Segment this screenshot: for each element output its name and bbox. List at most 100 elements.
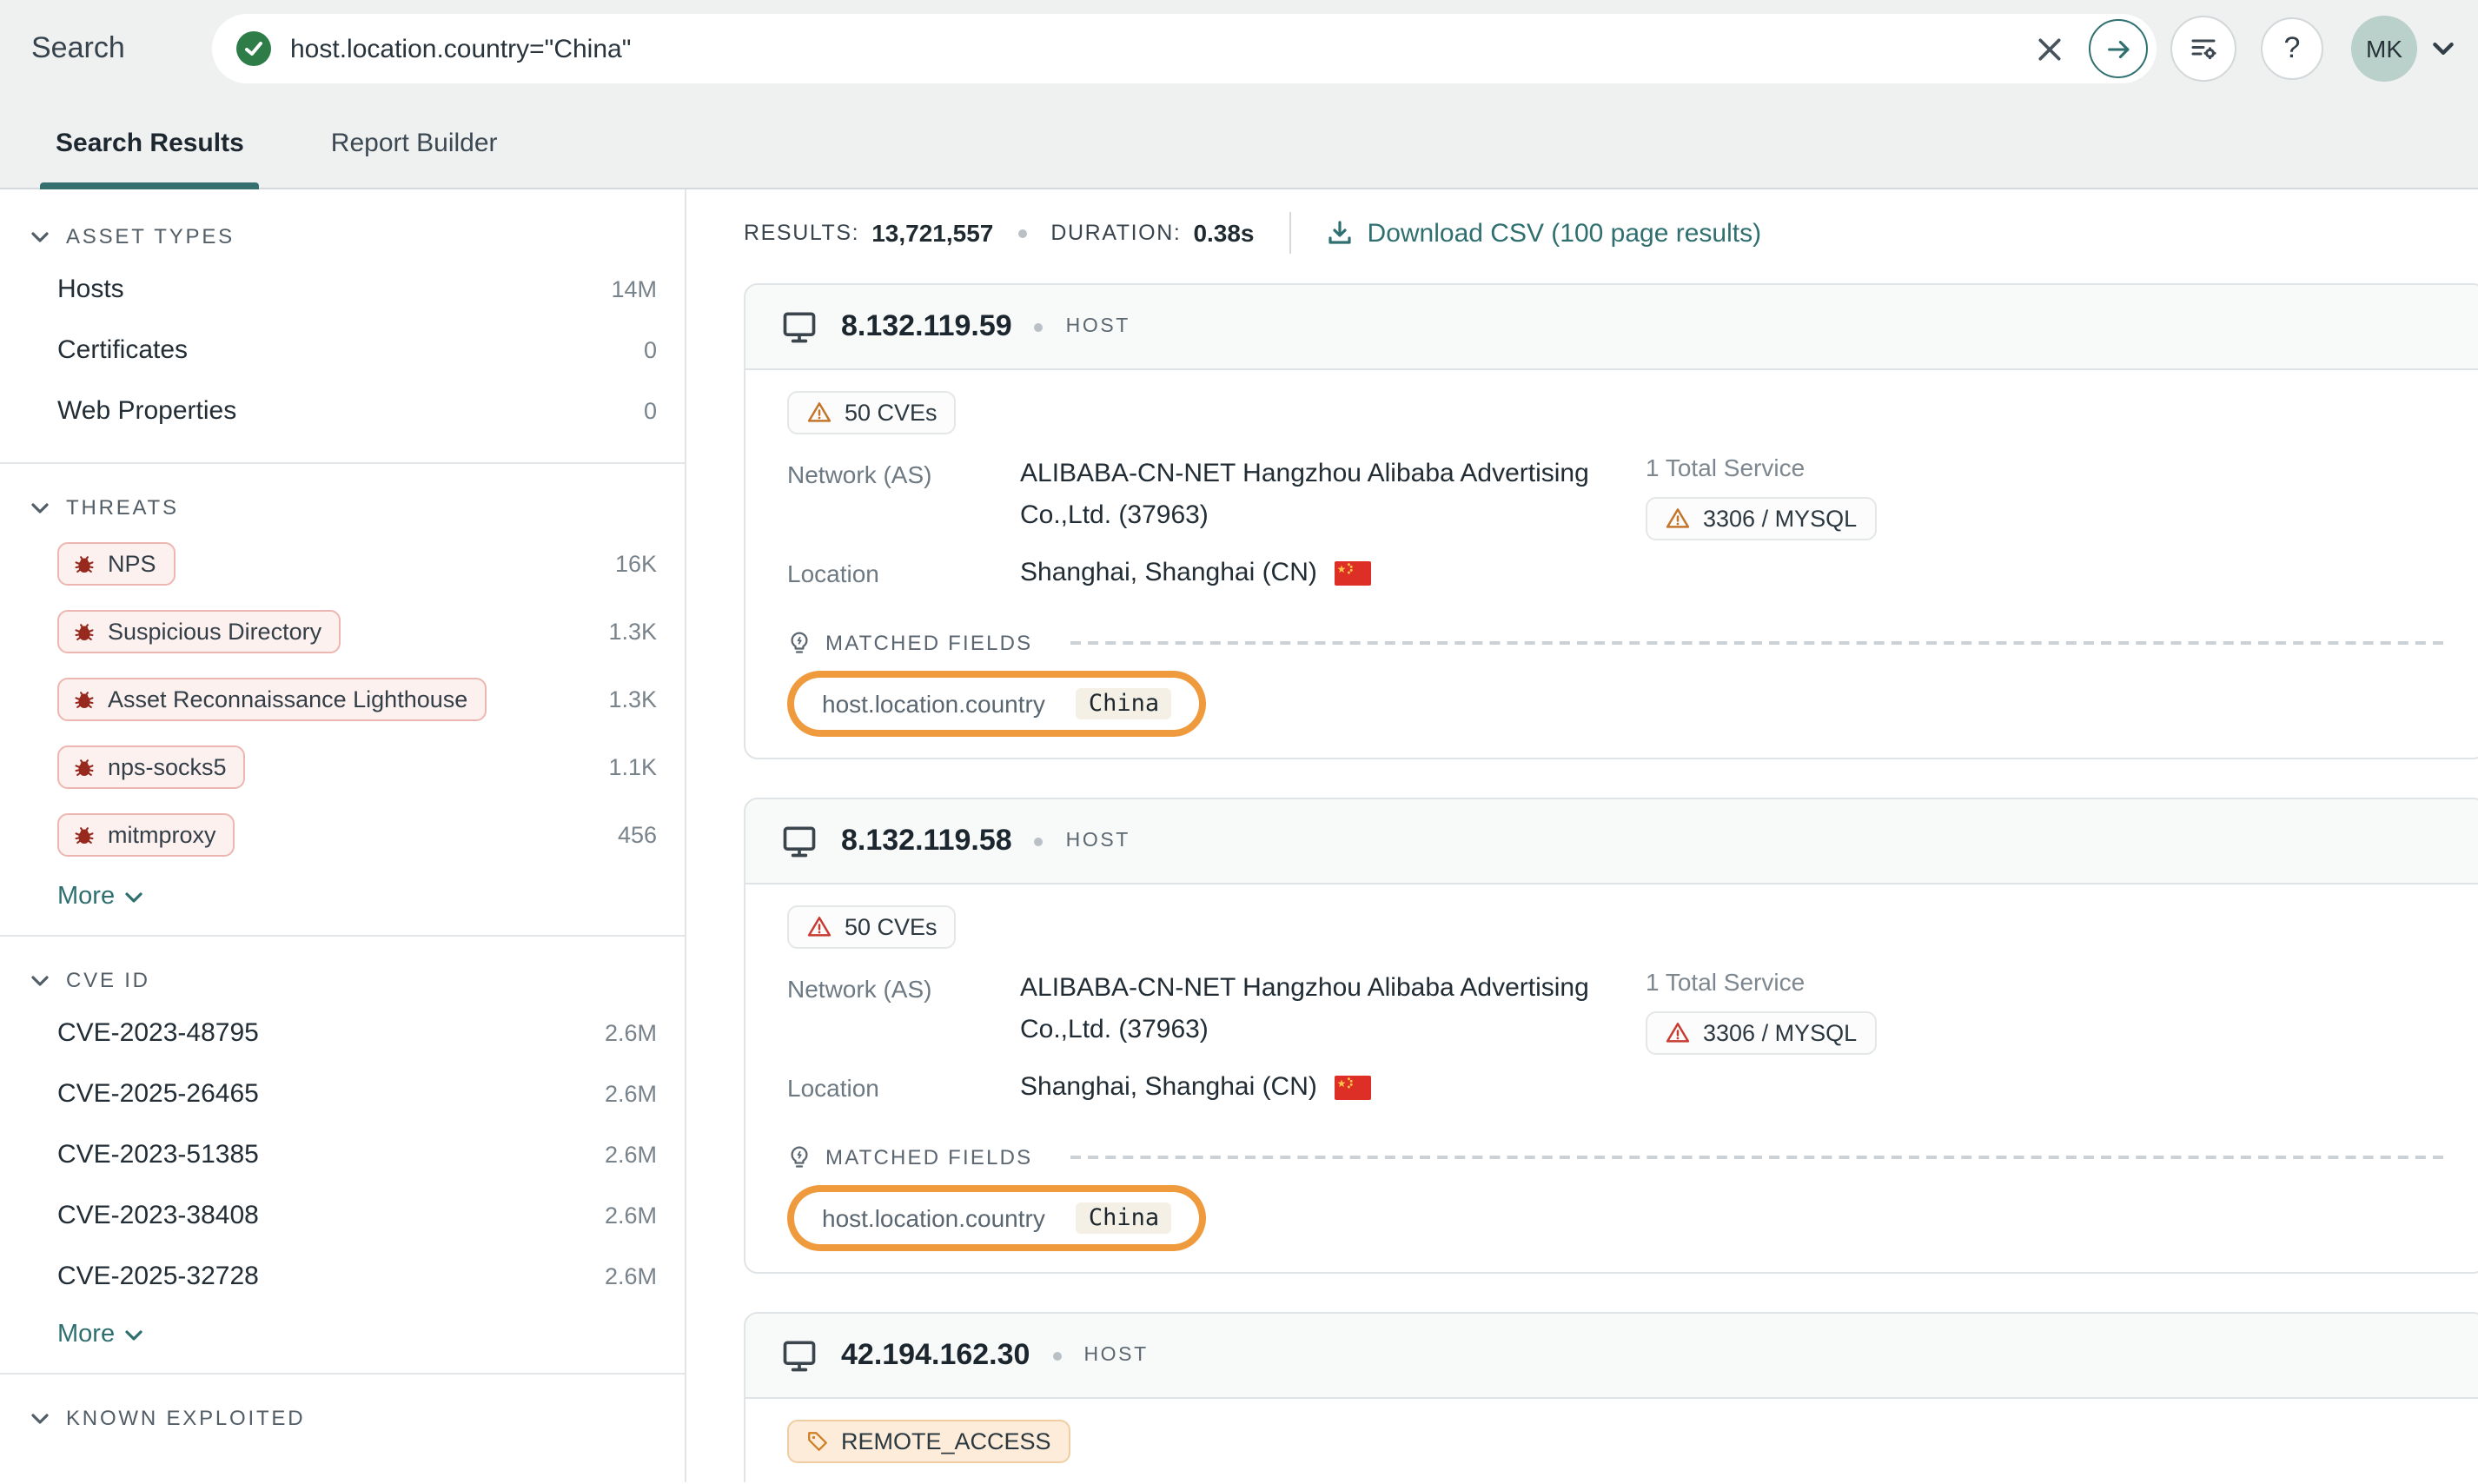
cve-item[interactable]: CVE-2023-38408 2.6M xyxy=(0,1185,685,1246)
lightbulb-icon xyxy=(787,631,812,655)
threat-item-mitmproxy[interactable]: mitmproxy 456 xyxy=(0,801,685,869)
threat-item-nps[interactable]: NPS 16K xyxy=(0,530,685,598)
threat-chip: Asset Reconnaissance Lighthouse xyxy=(57,678,487,721)
cve-count-chip[interactable]: 50 CVEs xyxy=(787,905,957,949)
item-label: Hosts xyxy=(57,275,124,304)
tab-bar: Search Results Report Builder xyxy=(0,97,2478,189)
item-label: CVE-2023-48795 xyxy=(57,1018,259,1048)
item-count: 0 xyxy=(643,398,657,424)
duration-label: DURATION: xyxy=(1050,221,1182,245)
remote-access-tag-chip[interactable]: REMOTE_ACCESS xyxy=(787,1420,1070,1463)
bug-icon xyxy=(73,756,96,778)
results-label: RESULTS: xyxy=(744,221,860,245)
threat-chip: Suspicious Directory xyxy=(57,610,341,653)
location-value: Shanghai, Shanghai (CN) xyxy=(1020,1072,1317,1102)
chevron-down-icon xyxy=(31,974,49,986)
field-label: Location xyxy=(787,560,879,587)
divider xyxy=(0,935,685,937)
search-bar[interactable] xyxy=(212,14,2157,83)
threat-label: nps-socks5 xyxy=(108,754,227,780)
results-count: 13,721,557 xyxy=(871,219,994,247)
host-card-header[interactable]: 8.132.119.58 HOST xyxy=(745,799,2478,884)
tab-report-builder[interactable]: Report Builder xyxy=(330,129,498,158)
item-count: 0 xyxy=(643,337,657,363)
search-input[interactable] xyxy=(290,34,2011,63)
host-type-label: HOST xyxy=(1083,1345,1149,1366)
more-label: More xyxy=(57,883,116,911)
host-ip: 8.132.119.58 xyxy=(841,824,1012,857)
sidebar-item-web-properties[interactable]: Web Properties 0 xyxy=(0,381,685,441)
cve-id-section-header[interactable]: CVE ID xyxy=(0,957,685,1003)
item-label: CVE-2025-32728 xyxy=(57,1262,259,1291)
field-label: Network (AS) xyxy=(787,460,932,488)
user-menu-chevron-down-icon[interactable] xyxy=(2433,42,2454,56)
total-services-label: 1 Total Service xyxy=(1646,968,1805,996)
host-card: 8.132.119.59 HOST 50 CVEs Net xyxy=(744,283,2478,759)
cve-item[interactable]: CVE-2025-26465 2.6M xyxy=(0,1063,685,1124)
cve-count-label: 50 CVEs xyxy=(845,914,938,940)
section-title: THREATS xyxy=(66,495,179,520)
known-exploited-section-header[interactable]: KNOWN EXPLOITED xyxy=(0,1395,685,1441)
cve-item[interactable]: CVE-2023-48795 2.6M xyxy=(0,1003,685,1063)
service-chip[interactable]: 3306 / MYSQL xyxy=(1646,497,1877,540)
sidebar-item-certificates[interactable]: Certificates 0 xyxy=(0,320,685,381)
cve-count-chip[interactable]: 50 CVEs xyxy=(787,391,957,434)
more-label: More xyxy=(57,1321,116,1348)
cve-item[interactable]: CVE-2025-32728 2.6M xyxy=(0,1246,685,1307)
threats-section-header[interactable]: THREATS xyxy=(0,485,685,530)
tag-icon xyxy=(806,1430,829,1453)
bug-icon xyxy=(73,824,96,846)
threat-label: Asset Reconnaissance Lighthouse xyxy=(108,686,468,712)
matched-fields-header: MATCHED FIELDS xyxy=(787,1145,2443,1169)
page-title: Search xyxy=(31,31,125,64)
item-count: 1.3K xyxy=(608,619,657,645)
asset-types-section-header[interactable]: ASSET TYPES xyxy=(0,214,685,259)
chevron-down-icon xyxy=(125,891,142,902)
item-label: Web Properties xyxy=(57,396,237,426)
bug-icon xyxy=(73,620,96,643)
matched-field-value: China xyxy=(1076,688,1172,719)
user-avatar[interactable]: MK xyxy=(2351,16,2417,82)
cve-item[interactable]: CVE-2023-51385 2.6M xyxy=(0,1124,685,1185)
threat-chip: NPS xyxy=(57,542,176,586)
threats-more-link[interactable]: More xyxy=(57,883,142,911)
field-label: Location xyxy=(787,1074,879,1102)
threat-item-suspicious-directory[interactable]: Suspicious Directory 1.3K xyxy=(0,598,685,666)
matched-fields-label: MATCHED FIELDS xyxy=(825,631,1033,655)
threat-item-nps-socks5[interactable]: nps-socks5 1.1K xyxy=(0,733,685,801)
service-chip[interactable]: 3306 / MYSQL xyxy=(1646,1011,1877,1055)
query-settings-button[interactable] xyxy=(2170,16,2236,82)
chevron-down-icon xyxy=(31,230,49,242)
clear-query-icon[interactable] xyxy=(2030,29,2070,69)
top-bar: Search ? MK xyxy=(0,0,2478,189)
sidebar-item-hosts[interactable]: Hosts 14M xyxy=(0,259,685,320)
tag-label: REMOTE_ACCESS xyxy=(841,1428,1051,1454)
download-icon xyxy=(1328,221,1351,244)
location-value: Shanghai, Shanghai (CN) xyxy=(1020,558,1317,587)
dot-separator xyxy=(1017,229,1027,237)
section-title: ASSET TYPES xyxy=(66,224,235,248)
host-card-header[interactable]: 8.132.119.59 HOST xyxy=(745,285,2478,370)
download-label: Download CSV (100 page results) xyxy=(1367,218,1762,248)
chevron-down-icon xyxy=(125,1329,142,1340)
item-label: CVE-2023-38408 xyxy=(57,1201,259,1230)
host-card-header[interactable]: 42.194.162.30 HOST xyxy=(745,1314,2478,1399)
help-button[interactable]: ? xyxy=(2261,17,2323,80)
warning-triangle-icon xyxy=(806,914,832,940)
matched-field-highlight: host.location.country China xyxy=(787,671,1207,737)
network-value: ALIBABA-CN-NET Hangzhou Alibaba Advertis… xyxy=(1020,459,1589,530)
host-card: 8.132.119.58 HOST 50 CVEs Net xyxy=(744,798,2478,1274)
submit-search-button[interactable] xyxy=(2089,19,2148,78)
host-monitor-icon xyxy=(783,826,816,858)
item-count: 2.6M xyxy=(604,1263,657,1289)
threat-item-asset-reconnaissance-lighthouse[interactable]: Asset Reconnaissance Lighthouse 1.3K xyxy=(0,666,685,733)
item-label: Certificates xyxy=(57,335,189,365)
network-value: ALIBABA-CN-NET Hangzhou Alibaba Advertis… xyxy=(1020,973,1589,1044)
warning-triangle-icon xyxy=(806,400,832,426)
warning-triangle-icon xyxy=(1665,506,1691,532)
tab-search-results[interactable]: Search Results xyxy=(39,129,261,189)
download-csv-link[interactable]: Download CSV (100 page results) xyxy=(1326,218,1762,248)
cve-more-link[interactable]: More xyxy=(57,1321,142,1348)
host-type-label: HOST xyxy=(1065,316,1130,337)
